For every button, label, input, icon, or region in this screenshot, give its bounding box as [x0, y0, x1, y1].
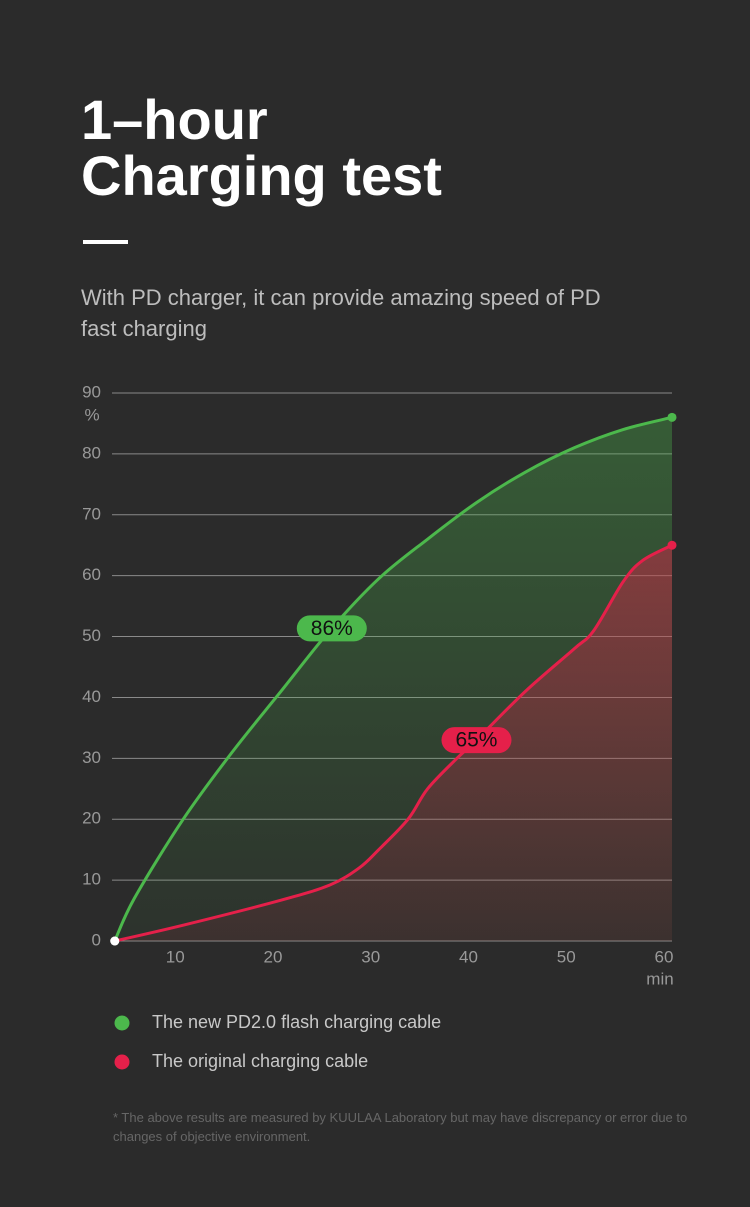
y-tick-label: 70: [82, 504, 101, 523]
x-tick-label: 40: [459, 947, 478, 966]
origin-dot: [110, 936, 120, 946]
value-badge: [441, 727, 512, 754]
x-tick-label: 20: [264, 947, 283, 966]
line: [113, 415, 673, 942]
title: 1–hour Charging test: [81, 88, 442, 207]
title-dash: [83, 240, 128, 244]
area: [114, 545, 672, 941]
end-point: [667, 540, 677, 550]
y-tick-label: 20: [82, 809, 101, 828]
y-tick-label: 40: [82, 687, 101, 706]
y-tick-label: 60: [82, 565, 101, 584]
end-point: [667, 412, 677, 422]
legend-marker: [114, 1054, 130, 1070]
value-label: 65%: [455, 729, 497, 752]
x-tick-label: 60: [655, 947, 674, 966]
y-tick-label: 90: [82, 382, 101, 401]
chart: % min 0 10 20 30 40 50 60 70 80 90 10 20 30 40 50 60 86%…: [82, 382, 677, 1071]
y-axis-label: %: [84, 405, 99, 424]
y-tick-label: 30: [82, 748, 101, 767]
value-badge: [296, 615, 367, 642]
x-tick-label: 10: [166, 947, 185, 966]
x-tick-label: 50: [557, 947, 576, 966]
x-tick-label: 30: [361, 947, 380, 966]
subtitle: With PD charger, it can provide amazing …: [81, 285, 601, 341]
y-tick-label: 50: [82, 626, 101, 645]
legend-label: The original charging cable: [152, 1051, 368, 1071]
line: [114, 543, 673, 943]
y-tick-label: 0: [92, 930, 101, 949]
legend-marker: [114, 1015, 130, 1031]
y-tick-label: 10: [82, 870, 101, 889]
legend-label: The new PD2.0 flash charging cable: [152, 1012, 441, 1032]
value-label: 86%: [311, 617, 353, 640]
footnote: * The above results are measured by KUUL…: [113, 1110, 688, 1144]
x-axis-label: min: [646, 969, 673, 988]
y-tick-label: 80: [82, 443, 101, 462]
